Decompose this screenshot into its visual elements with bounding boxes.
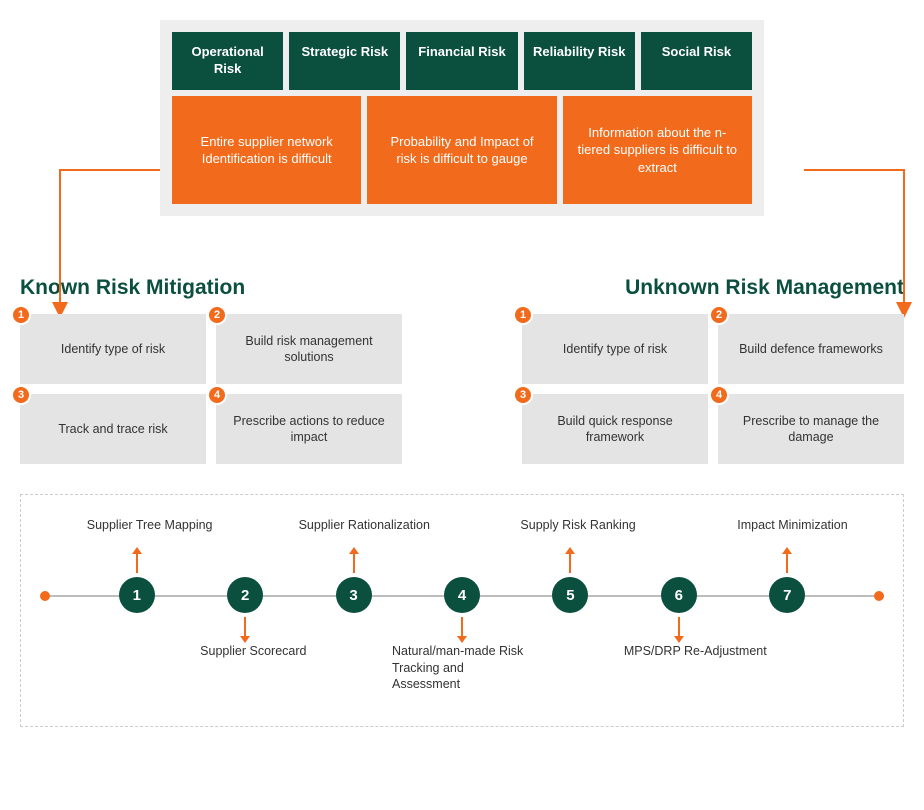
unknown-risk-title: Unknown Risk Management [522,276,904,300]
timeline-label: Supplier Scorecard [200,643,290,659]
timeline-label: Supply Risk Ranking [520,517,620,533]
step-number-badge: 1 [513,305,533,325]
arrow-down-icon [244,617,246,637]
arrow-down-icon [678,617,680,637]
known-step-4: 4Prescribe actions to reduce impact [216,394,402,464]
risk-type-reliability: Reliability Risk [524,32,635,90]
known-step-3: 3Track and trace risk [20,394,206,464]
step-number-badge: 3 [11,385,31,405]
timeline-node: 4 [444,577,480,613]
arrow-down-icon [461,617,463,637]
timeline-node: 3 [336,577,372,613]
timeline-end-dot [874,591,884,601]
arrow-up-icon [353,553,355,573]
challenge-box: Probability and Impact of risk is diffic… [367,96,556,205]
step-number-badge: 1 [11,305,31,325]
timeline-node: 5 [552,577,588,613]
timeline-node: 7 [769,577,805,613]
step-number-badge: 4 [207,385,227,405]
unknown-risk-column: Unknown Risk Management 1Identify type o… [522,276,904,464]
arrow-up-icon [136,553,138,573]
arrow-up-icon [569,553,571,573]
challenges-row: Entire supplier network Identification i… [172,96,752,205]
unknown-step-1: 1Identify type of risk [522,314,708,384]
known-step-2: 2Build risk management solutions [216,314,402,384]
step-number-badge: 4 [709,385,729,405]
timeline-label: Supplier Rationalization [299,517,409,533]
step-number-badge: 2 [709,305,729,325]
unknown-step-3: 3Build quick response framework [522,394,708,464]
timeline-label: MPS/DRP Re-Adjustment [624,643,734,659]
step-number-badge: 3 [513,385,533,405]
challenge-box: Entire supplier network Identification i… [172,96,361,205]
risk-type-financial: Financial Risk [406,32,517,90]
known-risk-title: Known Risk Mitigation [20,276,402,300]
unknown-step-4: 4Prescribe to manage the damage [718,394,904,464]
timeline-node: 2 [227,577,263,613]
known-step-1: 1Identify type of risk [20,314,206,384]
known-risk-column: Known Risk Mitigation 1Identify type of … [20,276,402,464]
arrow-up-icon [786,553,788,573]
risk-type-operational: Operational Risk [172,32,283,90]
timeline: Supplier Tree Mapping 1 Supplier Scoreca… [45,595,879,596]
timeline-label: Impact Minimization [737,517,837,533]
timeline-node: 1 [119,577,155,613]
risk-types-panel: Operational Risk Strategic Risk Financia… [160,20,764,216]
challenge-box: Information about the n-tiered suppliers… [563,96,752,205]
risk-type-social: Social Risk [641,32,752,90]
timeline-label: Supplier Tree Mapping [87,517,187,533]
timeline-node: 6 [661,577,697,613]
timeline-panel: Supplier Tree Mapping 1 Supplier Scoreca… [20,494,904,727]
step-number-badge: 2 [207,305,227,325]
mitigation-management-row: Known Risk Mitigation 1Identify type of … [20,276,904,464]
risk-type-strategic: Strategic Risk [289,32,400,90]
unknown-step-2: 2Build defence frameworks [718,314,904,384]
risk-types-row: Operational Risk Strategic Risk Financia… [172,32,752,90]
timeline-label: Natural/man-made Risk Tracking and Asses… [392,643,532,692]
